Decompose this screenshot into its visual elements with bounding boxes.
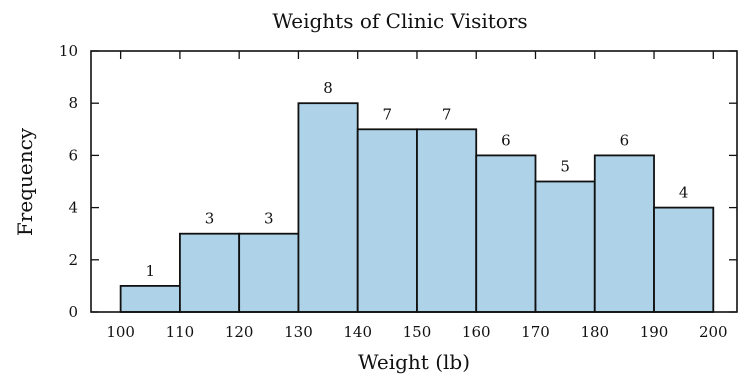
bar-value-label: 7	[383, 105, 393, 123]
x-tick-label: 170	[521, 323, 550, 341]
histogram-bar	[653, 206, 715, 313]
y-tick-labels-group: 0 2 4 6 8 10	[59, 42, 78, 321]
y-tick-label: 6	[68, 146, 78, 164]
bar-value-label: 4	[679, 184, 689, 202]
y-tick-label: 4	[68, 199, 78, 217]
bar-value-label: 6	[501, 131, 511, 149]
plot-frame	[90, 50, 738, 313]
histogram-bar	[119, 284, 181, 313]
bar-value-label: 1	[145, 262, 155, 280]
y-tick-label: 10	[59, 42, 78, 60]
histogram-bar	[534, 180, 596, 313]
x-tick-label: 180	[580, 323, 609, 341]
bar-value-label: 3	[205, 210, 215, 228]
x-tick-label: 100	[106, 323, 135, 341]
bar-value-label: 5	[560, 158, 570, 176]
y-axis-label: Frequency	[13, 127, 37, 236]
histogram-bar	[356, 128, 418, 313]
y-tick-label: 2	[68, 251, 78, 269]
x-tick-label: 140	[343, 323, 372, 341]
histogram-bar	[593, 154, 655, 313]
x-tick-label: 120	[225, 323, 254, 341]
x-tick-label: 130	[284, 323, 313, 341]
x-tick-label: 200	[699, 323, 728, 341]
x-tick-label: 110	[166, 323, 195, 341]
bars-group	[119, 102, 715, 313]
x-axis-label: Weight (lb)	[358, 350, 470, 374]
bar-value-label: 8	[323, 79, 333, 97]
histogram-bar	[416, 128, 478, 313]
y-tick-label: 0	[68, 303, 78, 321]
x-tick-label: 150	[403, 323, 432, 341]
bar-labels-group: 1 3 3 8 7 7 6 5 6 4	[145, 79, 688, 280]
x-tick-label: 190	[640, 323, 669, 341]
x-tick-label: 160	[462, 323, 491, 341]
x-tick-labels-group: 100 110 120 130 140 150 160 170 180 190 200	[106, 323, 727, 341]
histogram-bar	[475, 154, 537, 313]
bar-value-label: 6	[620, 131, 630, 149]
histogram-bar	[178, 232, 241, 313]
chart-title: Weights of Clinic Visitors	[272, 9, 527, 33]
y-tick-label: 8	[68, 94, 78, 112]
histogram-bar	[238, 232, 300, 313]
bar-value-label: 3	[264, 210, 274, 228]
bar-value-label: 7	[442, 105, 452, 123]
histogram-bar	[297, 102, 359, 313]
